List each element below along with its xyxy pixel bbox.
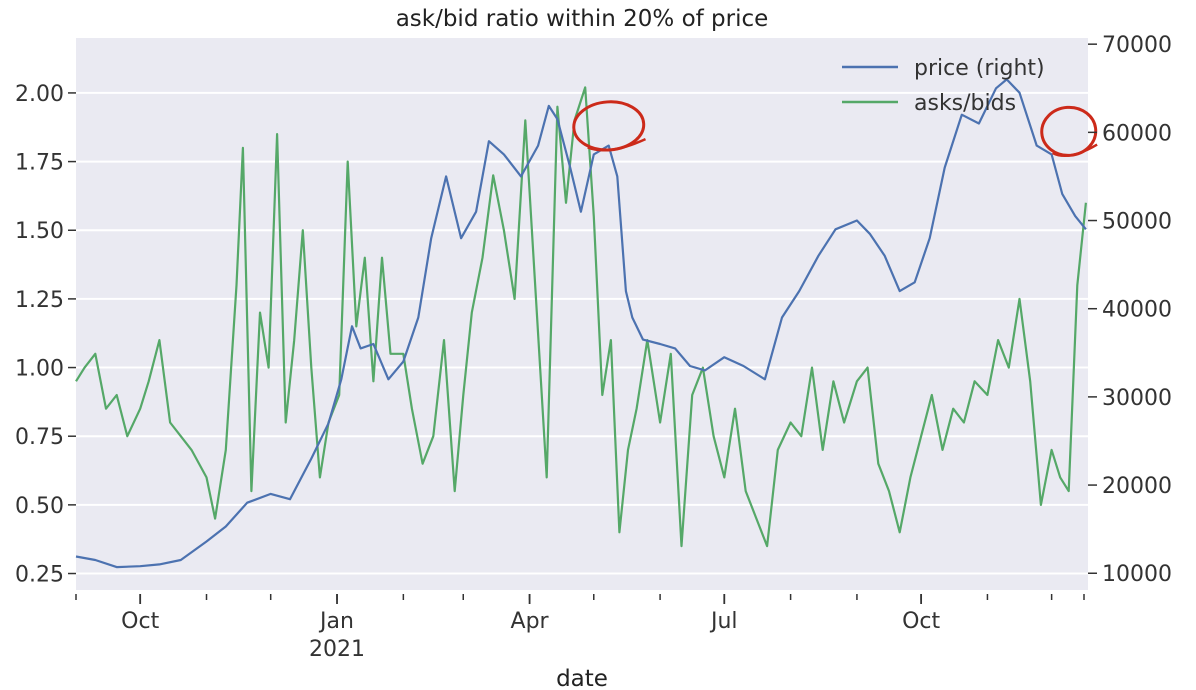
right-tick-label: 20000 bbox=[1102, 474, 1172, 499]
right-tick-label: 50000 bbox=[1102, 210, 1172, 235]
x-axis: Oct Jan 2021 Apr Jul Oct bbox=[75, 594, 1085, 662]
left-axis: 0.25 0.50 0.75 1.00 1.25 1.50 1.75 2.00 bbox=[15, 82, 76, 588]
asks-bids-line bbox=[75, 86, 1087, 548]
left-tick-label: 0.75 bbox=[15, 425, 64, 450]
right-tick-label: 70000 bbox=[1102, 33, 1172, 58]
annotation-layer bbox=[572, 100, 1098, 157]
chart-title: ask/bid ratio within 20% of price bbox=[396, 6, 769, 32]
legend: price (right) asks/bids bbox=[842, 56, 1045, 116]
legend-asks-bids-label: asks/bids bbox=[914, 91, 1016, 116]
annotation-circle-1-stroke bbox=[587, 137, 647, 152]
x-tick-label: Jan bbox=[318, 609, 354, 634]
x-tick-label: Oct bbox=[902, 609, 940, 634]
right-axis: 10000 20000 30000 40000 50000 60000 70000 bbox=[1088, 33, 1172, 587]
left-tick-label: 1.00 bbox=[15, 357, 64, 382]
x-tick-label: Jul bbox=[709, 609, 738, 634]
left-tick-label: 1.75 bbox=[15, 151, 64, 176]
annotation-circle-2-stroke bbox=[1051, 143, 1098, 157]
left-tick-label: 1.25 bbox=[15, 288, 64, 313]
right-tick-label: 60000 bbox=[1102, 121, 1172, 146]
right-tick-label: 30000 bbox=[1102, 386, 1172, 411]
x-tick-sublabel: 2021 bbox=[309, 637, 365, 662]
plot-background bbox=[76, 38, 1088, 590]
x-tick-label: Oct bbox=[121, 609, 159, 634]
x-axis-label: date bbox=[556, 666, 608, 690]
right-tick-label: 40000 bbox=[1102, 298, 1172, 323]
left-tick-label: 0.50 bbox=[15, 494, 64, 519]
x-tick-label: Apr bbox=[511, 609, 550, 634]
left-tick-label: 1.50 bbox=[15, 219, 64, 244]
legend-price-label: price (right) bbox=[914, 56, 1045, 81]
right-tick-label: 10000 bbox=[1102, 562, 1172, 587]
left-tick-label: 2.00 bbox=[15, 82, 64, 107]
left-tick-label: 0.25 bbox=[15, 563, 64, 588]
